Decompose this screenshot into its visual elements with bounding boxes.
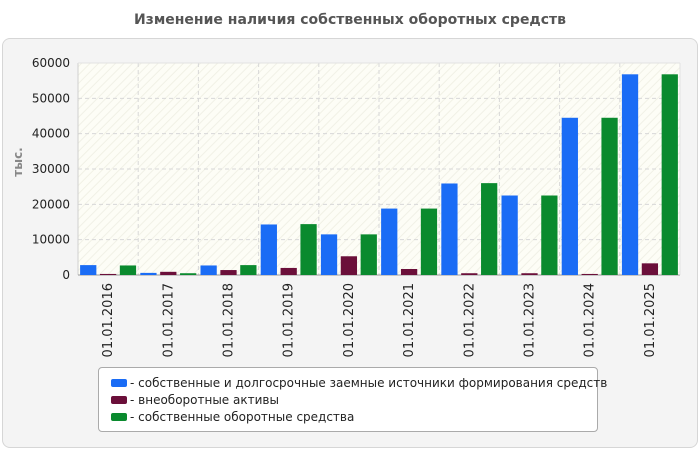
bar-series1-01.01.2022 [441, 183, 458, 275]
legend-item-series1: - собственные и долгосрочные заемные ист… [111, 374, 607, 391]
bar-series2-01.01.2018 [220, 270, 237, 275]
bar-series1-01.01.2025 [621, 74, 639, 275]
y-tick-label: 0 [62, 268, 70, 282]
legend-label: - собственные и долгосрочные заемные ист… [130, 375, 608, 390]
x-tick-label: 01.01.2024 [583, 283, 598, 357]
bar-series2-01.01.2017 [160, 271, 177, 275]
x-tick-label: 01.01.2018 [222, 283, 237, 357]
y-tick-label: 30000 [32, 162, 70, 176]
x-tick-labels: 01.01.2016 01.01.2017 01.01.2018 01.01.2019… [101, 283, 658, 357]
legend-item-series3: - собственные оборотные средства [111, 408, 597, 425]
y-tick-label: 40000 [32, 127, 70, 141]
bar-series2-01.01.2025 [641, 263, 659, 275]
bar-series3-01.01.2016 [119, 265, 137, 275]
y-tick-label: 60000 [32, 56, 70, 70]
x-tick-label: 01.01.2019 [282, 283, 297, 357]
bar-series1-01.01.2018 [200, 265, 217, 275]
bar-series1-01.01.2024 [561, 117, 578, 276]
bar-series2-01.01.2022 [461, 273, 478, 275]
legend-swatch [111, 395, 127, 404]
x-tick-label: 01.01.2021 [402, 283, 417, 357]
bar-series1-01.01.2019 [260, 224, 277, 275]
bar-series3-01.01.2017 [180, 273, 197, 275]
x-tick-label: 01.01.2020 [342, 283, 357, 357]
bar-series3-01.01.2023 [541, 195, 558, 275]
bar-series3-01.01.2019 [300, 224, 317, 275]
x-tick-label: 01.01.2023 [523, 283, 538, 357]
bar-series3-01.01.2021 [420, 208, 438, 275]
bar-series3-01.01.2020 [360, 234, 377, 275]
x-tick-label: 01.01.2016 [101, 283, 116, 357]
bars [80, 74, 678, 276]
y-axis-label: тыс. [11, 147, 25, 176]
chart-title: Изменение наличия собственных оборотных … [133, 12, 567, 28]
bar-series2-01.01.2020 [340, 256, 358, 275]
bar-series3-01.01.2025 [661, 74, 678, 275]
y-tick-label: 10000 [32, 233, 70, 247]
legend: - собственные и долгосрочные заемные ист… [98, 367, 607, 432]
legend-label: - собственные оборотные средства [130, 409, 355, 424]
bar-series2-01.01.2019 [280, 267, 297, 275]
bar-series1-01.01.2023 [501, 195, 518, 275]
legend-item-series2: - внеоборотные активы [111, 391, 597, 408]
x-tick-label: 01.01.2022 [462, 283, 477, 357]
y-tick-label: 50000 [32, 91, 70, 105]
legend-label: - внеоборотные активы [130, 392, 279, 407]
bar-series3-01.01.2022 [481, 183, 498, 275]
bar-series2-01.01.2021 [400, 268, 418, 275]
bar-series3-01.01.2018 [240, 265, 257, 275]
bar-series2-01.01.2024 [581, 273, 598, 275]
axes [77, 62, 681, 276]
x-tick-label: 01.01.2017 [161, 283, 176, 357]
bar-series2-01.01.2023 [521, 273, 538, 275]
bar-series2-01.01.2016 [99, 273, 117, 275]
y-tick-label: 20000 [32, 197, 70, 211]
bar-series1-01.01.2017 [140, 272, 157, 275]
bar-series1-01.01.2016 [80, 265, 97, 275]
legend-swatch [111, 412, 127, 421]
x-tick-label: 01.01.2025 [643, 283, 658, 357]
bar-series3-01.01.2024 [601, 117, 618, 276]
y-tick-labels: 0 10000 20000 30000 40000 50000 60000 [32, 56, 70, 282]
bar-series1-01.01.2021 [381, 208, 398, 275]
bar-series1-01.01.2020 [320, 234, 338, 275]
legend-swatch [111, 378, 127, 387]
